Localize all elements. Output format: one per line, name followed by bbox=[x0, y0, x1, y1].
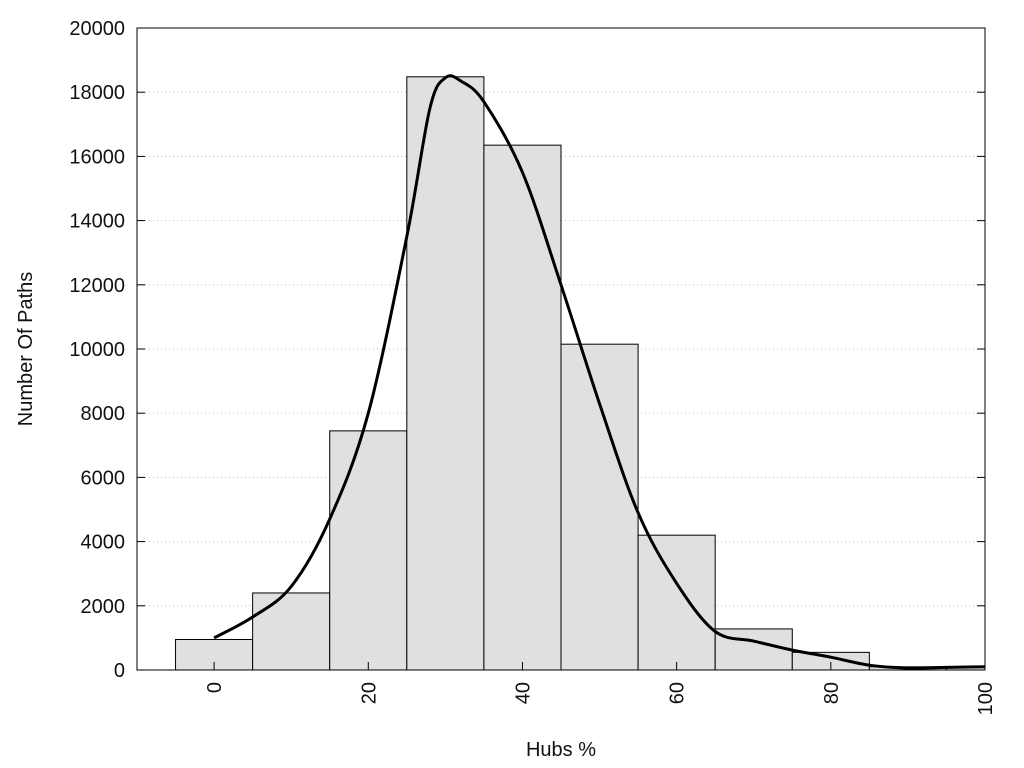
histogram-bar bbox=[637, 534, 716, 671]
y-tick-label: 20000 bbox=[69, 18, 125, 40]
y-axis-label: Number Of Paths bbox=[15, 272, 37, 427]
x-tick-label: 20 bbox=[358, 682, 380, 704]
y-tick-label: 12000 bbox=[69, 275, 125, 297]
y-tick-label: 4000 bbox=[81, 532, 126, 554]
x-axis-label: Hubs % bbox=[526, 739, 596, 761]
y-tick-label: 18000 bbox=[69, 82, 125, 104]
density-curve bbox=[213, 74, 986, 670]
x-tick-label: 60 bbox=[667, 682, 689, 704]
x-axis-ticks: 0 20 40 60 80 100 bbox=[204, 662, 997, 715]
histogram-bar bbox=[329, 430, 408, 671]
y-tick-label: 14000 bbox=[69, 211, 125, 233]
histogram-bar bbox=[252, 592, 331, 671]
y-tick-label: 0 bbox=[114, 660, 125, 682]
histogram-bar bbox=[483, 144, 562, 671]
x-tick-label: 80 bbox=[821, 682, 843, 704]
histogram-bar bbox=[560, 343, 639, 671]
y-tick-label: 16000 bbox=[69, 146, 125, 168]
y-axis-ticks: 0 2000 4000 6000 8000 10000 12000 14000 16000 180… bbox=[69, 18, 985, 682]
y-tick-label: 10000 bbox=[69, 339, 125, 361]
x-tick-label: 0 bbox=[204, 682, 226, 693]
y-tick-label: 8000 bbox=[81, 403, 126, 425]
histogram-bars bbox=[175, 76, 986, 671]
histogram-bar bbox=[406, 76, 485, 671]
histogram-bar bbox=[714, 628, 793, 671]
x-tick-label: 100 bbox=[975, 682, 997, 715]
x-tick-label: 40 bbox=[512, 682, 534, 704]
y-tick-label: 6000 bbox=[81, 467, 126, 489]
y-tick-label: 2000 bbox=[81, 596, 126, 618]
